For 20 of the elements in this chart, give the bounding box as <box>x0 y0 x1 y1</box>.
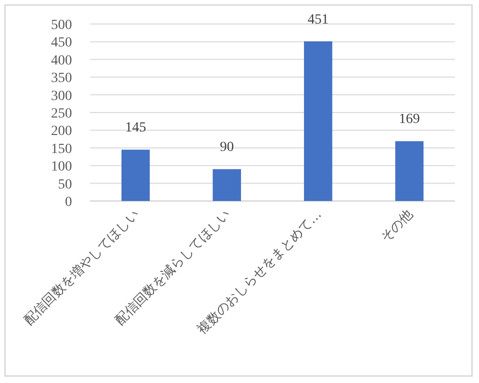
y-tick-label: 250 <box>51 106 72 122</box>
y-tick-label: 200 <box>51 124 72 140</box>
data-label: 451 <box>308 12 329 28</box>
bar <box>395 141 424 201</box>
bar <box>304 41 332 201</box>
y-tick-label: 500 <box>51 18 72 33</box>
y-tick-label: 350 <box>51 71 72 86</box>
x-tick-label: その他 <box>378 207 416 246</box>
y-tick-label: 0 <box>65 195 72 210</box>
data-label: 169 <box>398 112 420 128</box>
data-label: 145 <box>125 120 146 136</box>
y-tick-label: 300 <box>51 88 72 104</box>
bar <box>121 150 150 201</box>
y-tick-label: 400 <box>51 53 72 68</box>
data-label: 90 <box>220 140 234 156</box>
bar <box>212 169 242 201</box>
y-tick-label: 50 <box>58 177 72 192</box>
y-tick-label: 150 <box>51 142 72 157</box>
y-tick-label: 100 <box>51 160 72 175</box>
y-tick-label: 450 <box>51 36 72 51</box>
